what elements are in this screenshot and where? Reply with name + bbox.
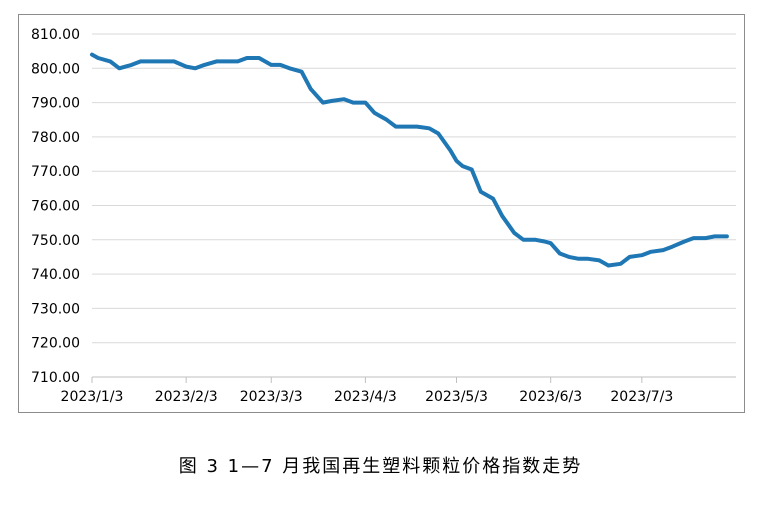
data-point bbox=[415, 125, 419, 129]
data-point bbox=[90, 53, 94, 57]
data-point bbox=[567, 255, 571, 259]
data-point bbox=[597, 258, 601, 262]
data-point bbox=[214, 59, 219, 64]
data-point bbox=[670, 245, 674, 249]
data-point bbox=[682, 239, 687, 244]
data-point bbox=[691, 236, 696, 240]
data-point bbox=[96, 56, 100, 60]
x-tick-label: 2023/7/3 bbox=[610, 389, 673, 405]
data-point bbox=[287, 66, 292, 70]
y-tick-label: 740.00 bbox=[31, 267, 80, 283]
data-point bbox=[619, 262, 623, 266]
data-point bbox=[448, 149, 453, 153]
data-point bbox=[139, 59, 143, 64]
y-axis-tick-labels: 710.00 720.00 730.00 740.00 750.00 760.00 770.… bbox=[31, 27, 80, 386]
y-tick-label: 760.00 bbox=[31, 199, 80, 215]
data-point bbox=[330, 99, 334, 103]
data-point bbox=[300, 70, 304, 74]
data-point bbox=[713, 234, 717, 238]
data-point bbox=[661, 248, 665, 252]
y-tick-label: 790.00 bbox=[31, 96, 80, 112]
y-tick-label: 750.00 bbox=[31, 233, 80, 249]
data-point bbox=[224, 59, 228, 64]
data-point bbox=[628, 255, 632, 259]
axes bbox=[91, 376, 736, 383]
data-point bbox=[454, 159, 459, 163]
y-tick-label: 800.00 bbox=[31, 61, 80, 77]
data-point bbox=[321, 101, 325, 105]
figure-caption: 图 3 1—7 月我国再生塑料颗粒价格指数走势 bbox=[178, 456, 583, 477]
gridlines bbox=[92, 33, 736, 344]
data-point bbox=[236, 59, 240, 64]
data-point bbox=[151, 59, 155, 64]
y-tick-label: 710.00 bbox=[31, 370, 80, 386]
data-point bbox=[491, 197, 495, 201]
data-point bbox=[245, 56, 249, 60]
y-tick-label: 810.00 bbox=[31, 27, 80, 43]
data-point bbox=[533, 238, 538, 242]
y-tick-label: 720.00 bbox=[31, 336, 80, 352]
x-tick-label: 2023/6/3 bbox=[519, 389, 582, 405]
x-tick-label: 2023/3/3 bbox=[240, 389, 303, 405]
data-point bbox=[558, 251, 562, 256]
data-point bbox=[163, 59, 167, 64]
data-point bbox=[108, 59, 112, 64]
data-point bbox=[172, 59, 176, 64]
data-point bbox=[342, 97, 346, 101]
data-point bbox=[278, 63, 282, 67]
data-point bbox=[521, 238, 525, 242]
data-point bbox=[606, 263, 611, 268]
x-tick-label: 2023/1/3 bbox=[61, 389, 124, 405]
data-point bbox=[543, 239, 547, 244]
data-point bbox=[129, 63, 134, 67]
data-point bbox=[427, 126, 431, 130]
y-tick-label: 730.00 bbox=[31, 301, 80, 317]
y-tick-label: 780.00 bbox=[31, 130, 80, 146]
data-point bbox=[309, 87, 313, 91]
data-point bbox=[640, 253, 644, 257]
y-tick-label: 770.00 bbox=[31, 164, 80, 180]
data-point bbox=[269, 63, 273, 67]
data-point bbox=[500, 214, 504, 218]
data-point bbox=[704, 236, 708, 240]
data-point bbox=[117, 66, 121, 70]
x-tick-label: 2023/4/3 bbox=[334, 389, 397, 405]
data-point bbox=[470, 167, 474, 172]
data-point bbox=[725, 234, 729, 238]
data-point bbox=[351, 101, 355, 105]
chart-frame: 710.00 720.00 730.00 740.00 750.00 760.00 770.… bbox=[18, 14, 745, 413]
series-line bbox=[90, 52, 729, 268]
data-point bbox=[585, 257, 589, 261]
data-point bbox=[257, 56, 261, 60]
data-point bbox=[372, 111, 377, 115]
series-layer bbox=[90, 52, 729, 268]
data-point bbox=[576, 257, 580, 261]
data-point bbox=[363, 101, 367, 105]
x-tick-label: 2023/5/3 bbox=[425, 389, 488, 405]
data-point bbox=[394, 125, 398, 129]
data-point bbox=[202, 63, 206, 67]
data-point bbox=[385, 118, 389, 122]
data-point bbox=[193, 66, 197, 70]
data-point bbox=[549, 241, 553, 245]
line-chart: 710.00 720.00 730.00 740.00 750.00 760.00 770.… bbox=[31, 27, 736, 405]
data-point bbox=[479, 190, 483, 194]
x-tick-label: 2023/2/3 bbox=[155, 389, 218, 405]
data-point bbox=[184, 65, 188, 69]
data-point bbox=[649, 250, 653, 254]
data-point bbox=[436, 131, 440, 136]
data-point bbox=[461, 164, 465, 168]
x-axis-tick-labels: 2023/1/3 2023/2/3 2023/3/3 2023/4/3 2023/5/3… bbox=[61, 389, 674, 405]
data-point bbox=[512, 231, 516, 235]
data-point bbox=[406, 125, 410, 129]
